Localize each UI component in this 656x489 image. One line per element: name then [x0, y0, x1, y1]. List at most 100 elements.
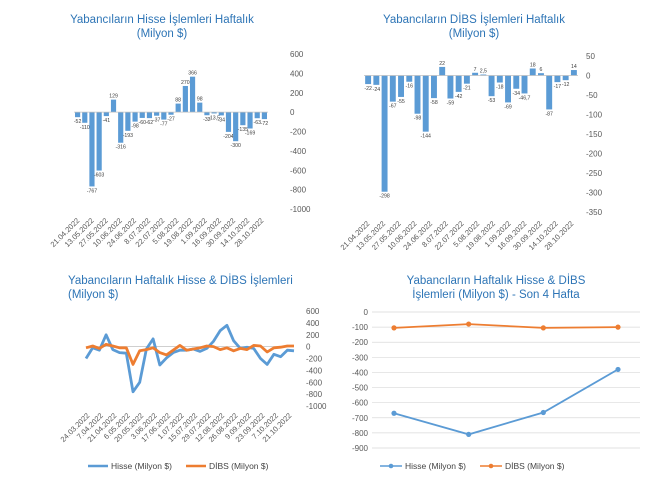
data-label: -41 [103, 118, 111, 124]
y-tick-label: -600 [352, 399, 369, 408]
bar [439, 66, 446, 76]
data-point [540, 409, 546, 416]
data-label: -62 [146, 120, 154, 126]
y-tick-label: -400 [352, 368, 369, 377]
son-4-hafta-chart: Yabancıların Haftalık Hisse & DİBS İşlem… [328, 250, 656, 484]
series-line-dibs [85, 342, 294, 366]
y-tick-label: -250 [586, 169, 603, 178]
bar [189, 76, 196, 113]
bar [225, 112, 232, 132]
data-label: -767 [87, 188, 97, 194]
data-label: 366 [188, 71, 197, 77]
bar [103, 112, 109, 117]
bar [125, 112, 131, 131]
data-label: -144 [421, 134, 431, 140]
data-label: -13,5 [208, 115, 220, 121]
bar [365, 75, 372, 85]
data-label: -24 [373, 87, 381, 93]
data-label: -69 [504, 104, 512, 110]
chart-legend: Hisse (Milyon $) DİBS (Milyon $) [380, 461, 564, 471]
data-label: -300 [230, 143, 240, 149]
data-label: -18 [496, 85, 504, 91]
data-label: -204 [223, 134, 233, 140]
dibs-weekly-chart: Yabancıların DİBS İşlemleri Haftalık (Mi… [328, 0, 656, 252]
data-label: -603 [94, 173, 104, 179]
bar [254, 112, 260, 119]
y-tick-label: 400 [306, 319, 320, 328]
bar [139, 112, 145, 118]
series-line-hisse [84, 323, 295, 394]
dibs-weekly-plot: -22 -24 -298 -67-55 -16 -98 -144 -58 22 -59-42-21… [339, 52, 603, 252]
bar [496, 75, 503, 83]
legend-line-icon [479, 463, 502, 469]
data-label: 98 [197, 97, 203, 103]
legend-item-hisse: Hisse (Milyon $) [380, 461, 466, 471]
y-tick-label: -600 [306, 378, 323, 387]
bar [513, 75, 520, 89]
y-tick-label: 200 [290, 89, 304, 98]
y-tick-label: -300 [586, 189, 603, 198]
data-label: -46,7 [519, 95, 531, 101]
chart-legend: Hisse (Milyon $) DİBS (Milyon $) [88, 461, 268, 471]
data-label: -60 [139, 120, 147, 126]
y-tick-label: 600 [290, 50, 304, 59]
y-tick-label: -200 [586, 150, 603, 159]
y-tick-label: -100 [352, 323, 369, 332]
bar [546, 75, 553, 110]
y-tick-label: 0 [290, 108, 295, 117]
y-tick-label: -1000 [290, 205, 311, 214]
data-point [615, 324, 621, 330]
data-label: -17 [554, 84, 562, 90]
bar [154, 112, 160, 116]
y-tick-label: -400 [306, 366, 323, 375]
data-label: 2,5 [480, 69, 487, 75]
bar [168, 112, 174, 115]
chart-title: Yabancıların Haftalık Hisse & DİBS İşlem… [406, 275, 586, 301]
bar [110, 99, 117, 113]
y-tick-label: -200 [306, 355, 323, 364]
legend-label: Hisse (Milyon $) [111, 461, 172, 471]
bar [118, 112, 124, 143]
son-4-hafta-plot: 0 -100 -200 -300 -400 -500 -600 -700 -800 -900 [352, 308, 640, 453]
bar [463, 75, 470, 84]
bar [389, 75, 396, 102]
data-label: 7 [474, 67, 477, 73]
data-label: -53 [488, 98, 496, 104]
y-tick-label: -900 [352, 444, 369, 453]
bar [562, 75, 569, 81]
chart-title: Yabancıların Haftalık Hisse & DİBS İşlem… [68, 275, 293, 301]
y-tick-label: 0 [586, 72, 591, 81]
y-tick-label: 600 [306, 307, 320, 316]
bar [529, 68, 536, 76]
data-label: -67 [389, 104, 397, 110]
bar [414, 75, 421, 114]
data-label: -63 [253, 120, 261, 126]
bar [75, 112, 81, 118]
y-tick-label: -400 [290, 147, 307, 156]
data-label: -42 [455, 94, 463, 100]
bar [521, 75, 528, 94]
bar [472, 72, 479, 76]
bar [537, 73, 544, 76]
bar [233, 112, 239, 142]
data-label: -72 [261, 121, 269, 127]
data-point [466, 431, 472, 437]
bar [261, 112, 267, 120]
data-label: -135 [238, 127, 248, 133]
y-tick-label: -1000 [306, 402, 327, 411]
bar [381, 75, 388, 192]
data-label: 22 [439, 61, 445, 67]
data-label: -169 [245, 130, 255, 136]
data-label: -298 [379, 194, 389, 200]
data-label: 6 [540, 67, 543, 73]
data-label: 14 [571, 64, 577, 70]
bar [182, 85, 188, 113]
data-label: -58 [430, 100, 438, 106]
data-point [615, 366, 621, 373]
y-tick-label: -700 [352, 414, 369, 423]
bar [373, 75, 380, 85]
bar [247, 112, 253, 129]
bar [161, 112, 167, 120]
data-label: -37 [153, 118, 161, 124]
